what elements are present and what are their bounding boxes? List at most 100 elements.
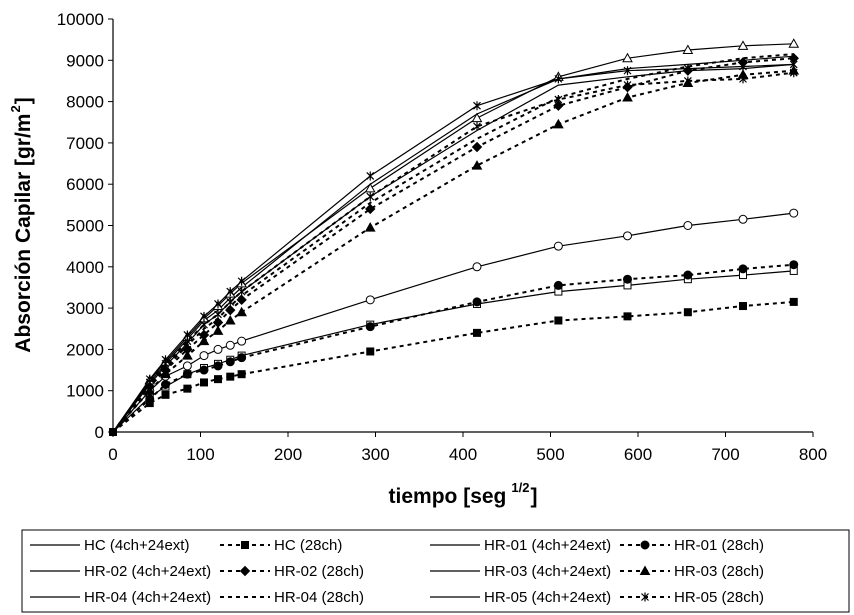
data-point	[161, 359, 170, 369]
legend-label: HR-04 (28ch)	[274, 589, 364, 606]
data-point	[554, 316, 563, 325]
series-group	[109, 38, 800, 436]
data-point	[789, 59, 798, 69]
series-line	[112, 71, 794, 433]
series-hr-04-4ch-24ext	[112, 38, 800, 433]
data-point	[553, 100, 564, 111]
data-point	[182, 361, 192, 371]
series-line	[112, 53, 794, 433]
data-point	[237, 287, 246, 297]
data-point	[473, 328, 481, 337]
series-hr-05-28ch	[112, 68, 798, 433]
x-tick-label: 500	[536, 445, 564, 464]
data-point	[789, 68, 798, 78]
data-point	[226, 297, 235, 307]
data-point	[161, 380, 170, 390]
data-point	[145, 377, 154, 387]
data-point	[623, 66, 632, 76]
y-tick-label: 5000	[66, 217, 104, 236]
data-point	[213, 361, 223, 371]
data-point	[364, 182, 376, 193]
data-point	[365, 322, 375, 332]
legend-item: HR-04 (4ch+24ext)	[30, 589, 211, 606]
data-point	[641, 592, 649, 602]
data-point	[213, 344, 223, 354]
legend-item: HC (28ch)	[220, 537, 342, 554]
data-point	[553, 241, 563, 251]
legend-label: HR-05 (28ch)	[674, 589, 764, 606]
data-point	[554, 95, 563, 105]
data-point	[554, 74, 563, 84]
data-point	[200, 378, 208, 387]
data-point	[622, 91, 633, 102]
data-point	[160, 368, 171, 379]
legend-item: HR-05 (28ch)	[620, 589, 764, 606]
data-point	[739, 61, 747, 71]
legend-label: HR-03 (4ch+24ext)	[484, 563, 611, 580]
legend-item: HR-01 (28ch)	[620, 537, 764, 554]
data-point	[237, 276, 246, 286]
data-point	[623, 274, 632, 284]
data-point	[623, 80, 632, 90]
data-point	[366, 192, 375, 202]
data-point	[200, 320, 208, 330]
data-point	[226, 287, 235, 297]
y-tick-label: 9000	[66, 51, 104, 70]
legend-label: HC (28ch)	[274, 537, 342, 554]
data-point	[161, 390, 170, 399]
y-tick-label: 7000	[66, 134, 104, 153]
data-point	[365, 203, 376, 215]
series-hr-04-28ch	[112, 53, 794, 433]
data-point	[237, 370, 246, 379]
legend-item: HR-03 (4ch+24ext)	[430, 563, 611, 580]
data-point	[366, 347, 375, 356]
data-point	[639, 565, 651, 575]
data-point	[237, 353, 247, 363]
y-tick-label: 0	[95, 423, 104, 442]
data-point	[683, 64, 692, 74]
series-line	[112, 263, 794, 433]
data-point	[241, 541, 249, 549]
data-point	[738, 214, 748, 224]
data-point	[683, 76, 692, 86]
data-point	[472, 262, 482, 272]
data-point	[737, 40, 749, 50]
data-point	[109, 428, 117, 436]
legend-item: HR-04 (28ch)	[220, 589, 364, 606]
data-point	[199, 365, 209, 375]
data-point	[683, 308, 692, 317]
data-point	[145, 394, 155, 404]
legend-label: HR-04 (4ch+24ext)	[84, 589, 211, 606]
data-point	[553, 118, 564, 129]
x-tick-label: 700	[711, 445, 739, 464]
legend-item: HR-01 (4ch+24ext)	[430, 537, 611, 554]
data-point	[182, 369, 192, 379]
data-point	[739, 74, 747, 84]
series-line	[112, 43, 794, 433]
x-tick-label: 0	[108, 445, 117, 464]
data-point	[198, 335, 210, 346]
y-tick-label: 2000	[66, 340, 104, 359]
data-point	[365, 295, 375, 305]
x-axis-title: tiempo [seg 1/2]	[389, 480, 538, 508]
data-point	[553, 280, 563, 290]
data-point	[623, 231, 632, 241]
data-point	[200, 311, 208, 321]
legend-label: HC (4ch+24ext)	[84, 537, 189, 554]
data-point	[236, 306, 247, 317]
x-tick-label: 200	[274, 445, 302, 464]
legend-item: HR-02 (4ch+24ext)	[30, 563, 211, 580]
data-point	[623, 312, 632, 321]
data-point	[471, 141, 483, 153]
series-hr-01-28ch	[112, 260, 799, 433]
data-point	[640, 540, 650, 550]
y-axis-title: Absorción Capilar [gr/m2]	[8, 97, 35, 352]
data-point	[473, 121, 481, 131]
y-tick-label: 3000	[66, 299, 104, 318]
data-point	[683, 270, 693, 280]
data-point	[183, 336, 192, 346]
y-tick-label: 6000	[66, 175, 104, 194]
x-tick-label: 800	[799, 445, 827, 464]
y-tick-label: 4000	[66, 258, 104, 277]
